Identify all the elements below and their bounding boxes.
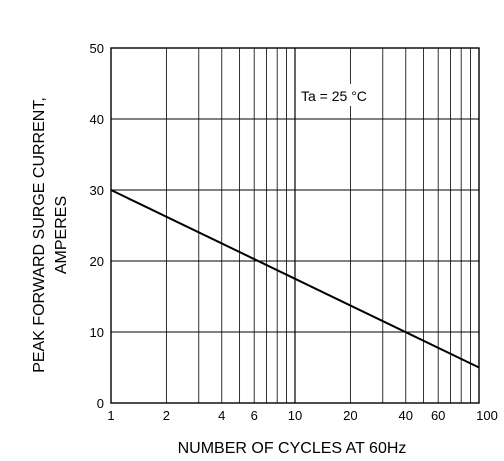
x-tick-labels: 1 2 4 6 10 20 40 60 100 bbox=[107, 408, 497, 423]
y-tick-label: 30 bbox=[90, 183, 104, 198]
surge-current-line bbox=[110, 189, 480, 369]
x-tick-label: 4 bbox=[218, 408, 225, 423]
major-gridlines bbox=[111, 48, 479, 403]
x-tick-label: 2 bbox=[163, 408, 170, 423]
x-tick-label: 100 bbox=[476, 408, 498, 423]
y-axis-label: PEAK FORWARD SURGE CURRENT, AMPERES bbox=[31, 97, 70, 373]
y-tick-label: 0 bbox=[97, 396, 104, 411]
annotation-background bbox=[296, 84, 382, 106]
x-tick-label: 6 bbox=[251, 408, 258, 423]
x-tick-label: 40 bbox=[399, 408, 413, 423]
y-tick-labels: 0 10 20 30 40 50 bbox=[90, 41, 104, 411]
y-tick-label: 40 bbox=[90, 112, 104, 127]
y-axis-label-line-1: PEAK FORWARD SURGE CURRENT, bbox=[31, 97, 48, 373]
minor-gridlines bbox=[165, 48, 471, 403]
x-tick-label: 10 bbox=[288, 408, 302, 423]
x-tick-label: 20 bbox=[343, 408, 357, 423]
y-axis-label-line-2: AMPERES bbox=[53, 196, 70, 274]
plot-frame bbox=[110, 47, 480, 404]
temperature-annotation: Ta = 25 °C bbox=[301, 88, 367, 104]
x-tick-label: 1 bbox=[107, 408, 114, 423]
y-tick-label: 50 bbox=[90, 41, 104, 56]
x-axis-label: NUMBER OF CYCLES AT 60Hz bbox=[178, 440, 407, 457]
series-layer bbox=[110, 189, 480, 369]
x-tick-label: 60 bbox=[431, 408, 445, 423]
y-tick-label: 10 bbox=[90, 325, 104, 340]
y-tick-label: 20 bbox=[90, 254, 104, 269]
